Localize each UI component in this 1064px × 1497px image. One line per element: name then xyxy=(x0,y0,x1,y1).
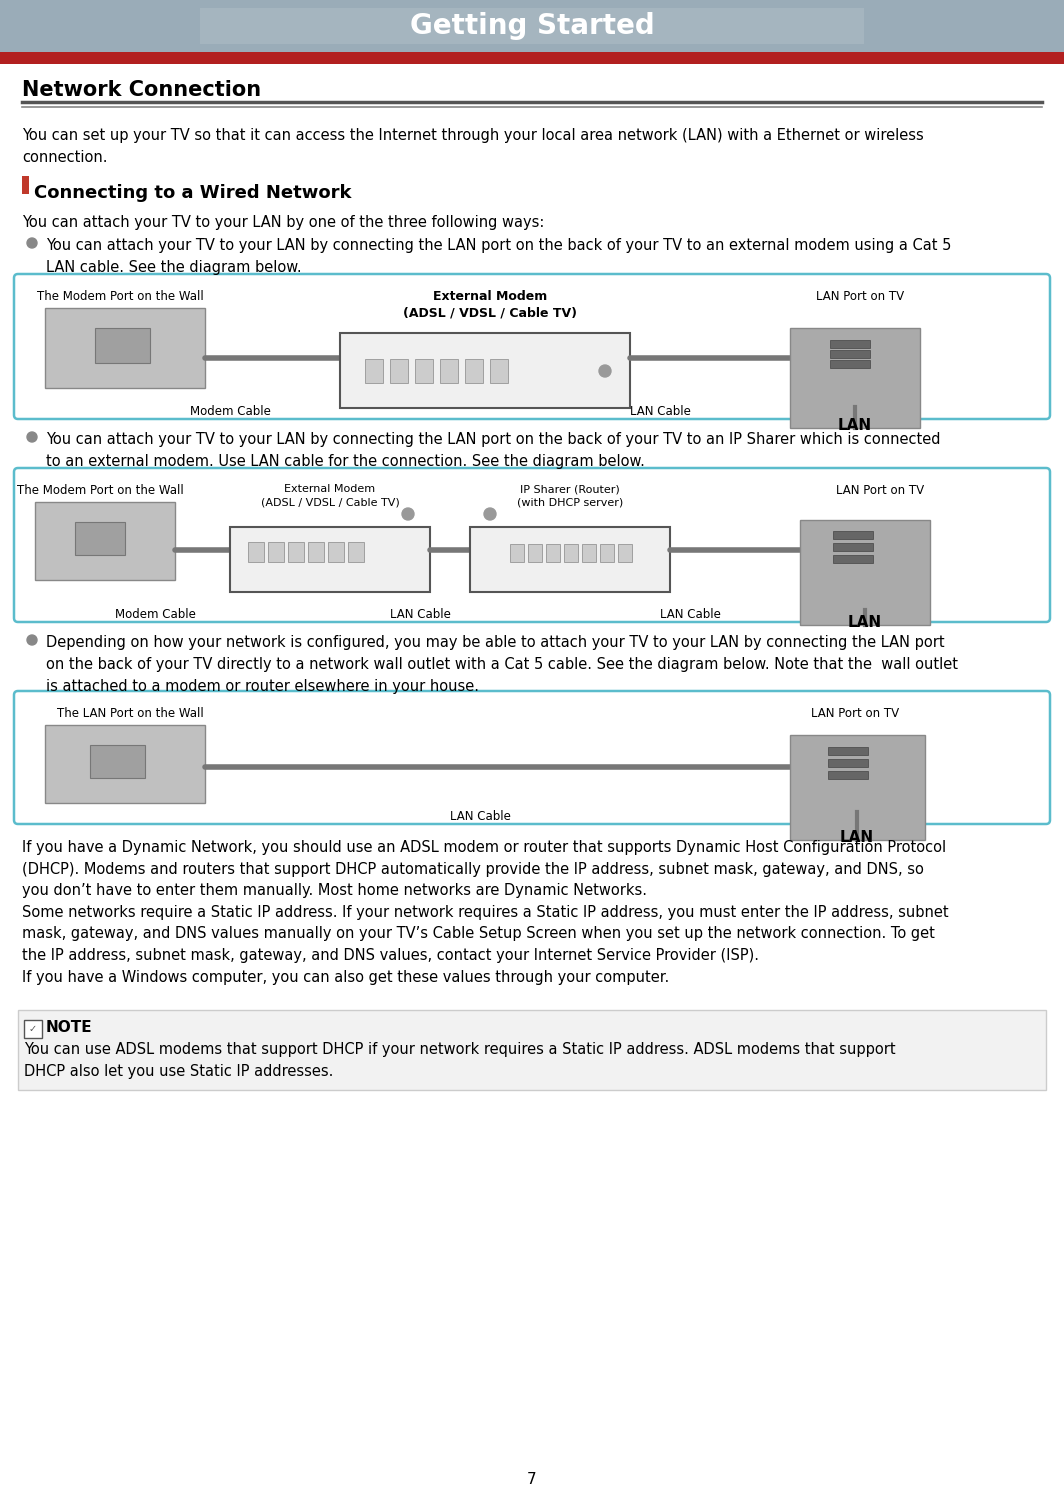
Text: The Modem Port on the Wall: The Modem Port on the Wall xyxy=(36,290,203,302)
Text: You can attach your TV to your LAN by connecting the LAN port on the back of you: You can attach your TV to your LAN by co… xyxy=(46,238,951,275)
Text: If you have a Dynamic Network, you should use an ADSL modem or router that suppo: If you have a Dynamic Network, you shoul… xyxy=(22,840,949,985)
Bar xyxy=(230,527,430,591)
Bar xyxy=(833,543,872,551)
Text: LAN Cable: LAN Cable xyxy=(450,810,511,823)
Bar xyxy=(0,0,1064,52)
Bar xyxy=(440,359,458,383)
Text: Modem Cable: Modem Cable xyxy=(189,406,270,418)
Text: External Modem
(ADSL / VDSL / Cable TV): External Modem (ADSL / VDSL / Cable TV) xyxy=(261,484,399,507)
Text: Network Connection: Network Connection xyxy=(22,79,261,100)
Bar xyxy=(90,746,145,778)
Circle shape xyxy=(27,238,37,249)
Bar xyxy=(45,308,205,388)
Text: You can attach your TV to your LAN by connecting the LAN port on the back of you: You can attach your TV to your LAN by co… xyxy=(46,433,941,469)
Text: Connecting to a Wired Network: Connecting to a Wired Network xyxy=(34,184,351,202)
Bar xyxy=(491,359,508,383)
FancyBboxPatch shape xyxy=(14,692,1050,823)
Text: LAN: LAN xyxy=(838,418,872,433)
Text: LAN Cable: LAN Cable xyxy=(630,406,691,418)
Bar xyxy=(365,359,383,383)
Bar xyxy=(828,771,868,778)
Text: IP Sharer (Router)
(with DHCP server): IP Sharer (Router) (with DHCP server) xyxy=(517,484,624,507)
Text: Getting Started: Getting Started xyxy=(410,12,654,40)
Bar xyxy=(828,759,868,766)
Bar xyxy=(789,735,925,840)
Text: ✓: ✓ xyxy=(29,1024,37,1034)
Text: You can set up your TV so that it can access the Internet through your local are: You can set up your TV so that it can ac… xyxy=(22,129,924,165)
Bar xyxy=(248,542,264,561)
Text: LAN Port on TV: LAN Port on TV xyxy=(811,707,899,720)
Circle shape xyxy=(27,433,37,442)
Bar xyxy=(833,555,872,563)
Circle shape xyxy=(27,635,37,645)
Bar xyxy=(510,543,523,561)
Text: NOTE: NOTE xyxy=(46,1019,93,1034)
Bar xyxy=(828,747,868,754)
Bar xyxy=(600,543,614,561)
FancyBboxPatch shape xyxy=(14,274,1050,419)
Text: Depending on how your network is configured, you may be able to attach your TV t: Depending on how your network is configu… xyxy=(46,635,958,695)
Bar xyxy=(465,359,483,383)
Bar xyxy=(390,359,408,383)
Bar xyxy=(789,328,920,428)
FancyBboxPatch shape xyxy=(14,469,1050,621)
Circle shape xyxy=(402,507,414,519)
Bar xyxy=(0,52,1064,64)
Text: External Modem
(ADSL / VDSL / Cable TV): External Modem (ADSL / VDSL / Cable TV) xyxy=(403,290,577,320)
Text: LAN Cable: LAN Cable xyxy=(660,608,720,621)
Text: LAN Port on TV: LAN Port on TV xyxy=(836,484,924,497)
Bar xyxy=(582,543,596,561)
Bar xyxy=(45,725,205,802)
Bar xyxy=(470,527,670,591)
Text: You can attach your TV to your LAN by one of the three following ways:: You can attach your TV to your LAN by on… xyxy=(22,216,545,231)
Bar xyxy=(618,543,632,561)
Text: LAN Cable: LAN Cable xyxy=(389,608,450,621)
Bar xyxy=(268,542,284,561)
Bar xyxy=(328,542,344,561)
Bar xyxy=(348,542,364,561)
Bar xyxy=(546,543,560,561)
Text: LAN: LAN xyxy=(839,829,874,844)
Bar xyxy=(24,1019,41,1037)
Bar xyxy=(528,543,542,561)
Text: You can use ADSL modems that support DHCP if your network requires a Static IP a: You can use ADSL modems that support DHC… xyxy=(24,1042,896,1079)
Bar xyxy=(340,332,630,409)
Bar xyxy=(833,531,872,539)
Bar xyxy=(200,7,864,43)
Bar xyxy=(830,340,870,347)
Bar xyxy=(35,501,174,579)
Circle shape xyxy=(484,507,496,519)
Bar xyxy=(95,328,150,362)
Bar xyxy=(564,543,578,561)
Bar xyxy=(830,359,870,368)
Bar xyxy=(415,359,433,383)
Text: Modem Cable: Modem Cable xyxy=(115,608,196,621)
Text: 7: 7 xyxy=(527,1472,537,1487)
Bar xyxy=(18,1010,1046,1090)
Text: LAN Port on TV: LAN Port on TV xyxy=(816,290,904,302)
Circle shape xyxy=(599,365,611,377)
Bar xyxy=(307,542,325,561)
Text: The LAN Port on the Wall: The LAN Port on the Wall xyxy=(56,707,203,720)
Bar xyxy=(288,542,304,561)
Bar xyxy=(800,519,930,626)
Text: LAN: LAN xyxy=(848,615,882,630)
Bar xyxy=(830,350,870,358)
Bar xyxy=(74,522,124,555)
Bar xyxy=(22,177,29,195)
Text: The Modem Port on the Wall: The Modem Port on the Wall xyxy=(17,484,183,497)
